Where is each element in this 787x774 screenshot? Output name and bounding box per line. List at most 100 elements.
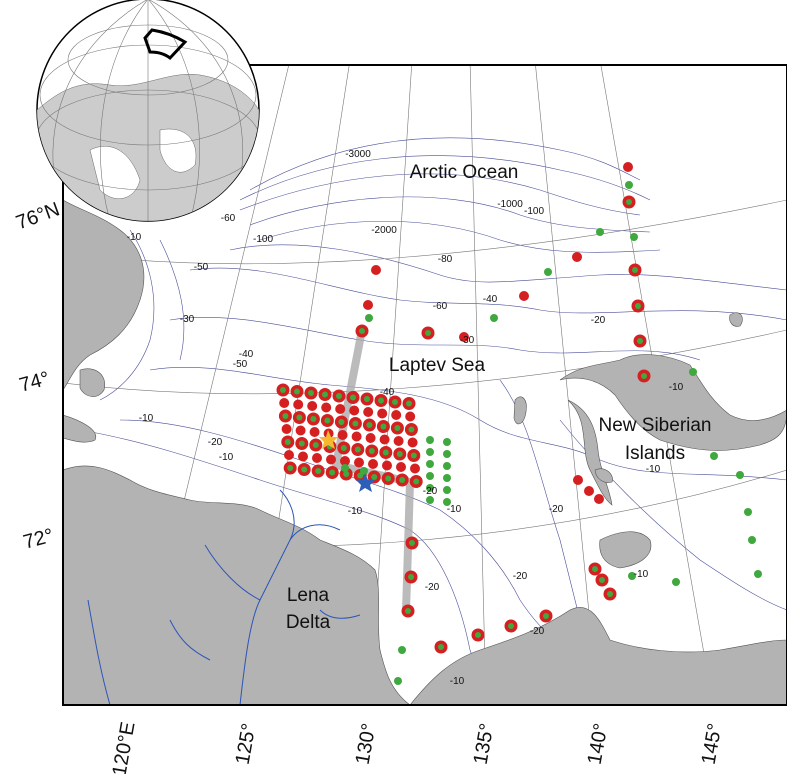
station-center [343, 471, 350, 477]
contour-label: -10 [646, 464, 661, 475]
station [443, 474, 451, 482]
contour-label: -40 [239, 349, 254, 360]
station [326, 454, 336, 465]
star-marker [319, 430, 338, 449]
station-center [405, 608, 411, 614]
station-center [385, 475, 392, 482]
station [594, 494, 604, 504]
station [584, 486, 594, 496]
star-marker [356, 473, 375, 492]
station-center [380, 423, 387, 430]
contour-label: -2000 [371, 225, 397, 236]
station-center [294, 388, 300, 395]
station-center [399, 477, 406, 483]
station [284, 450, 294, 460]
station-center [296, 414, 303, 421]
station [335, 404, 346, 414]
station [298, 451, 308, 462]
contour-label: -50 [233, 359, 248, 370]
station [365, 433, 376, 443]
station-center [308, 390, 314, 396]
station [572, 252, 582, 262]
contour-label: -10 [127, 232, 142, 243]
station [490, 314, 498, 322]
station [748, 536, 756, 544]
contour-label: -40 [380, 387, 395, 398]
station-center [312, 442, 319, 448]
contour-label: -10 [450, 676, 465, 687]
contour-label: -30 [180, 314, 195, 325]
region-label: Lena [287, 585, 330, 606]
station-center [350, 394, 356, 401]
station-center [392, 399, 398, 405]
station [363, 407, 374, 417]
contour-label: -10 [348, 506, 363, 517]
station [309, 427, 320, 437]
map-frame [62, 64, 787, 706]
station [426, 496, 434, 504]
station [410, 463, 420, 474]
station-center [282, 413, 289, 419]
station-center [425, 330, 431, 336]
stations [276, 162, 762, 685]
latitude-label: 74° [17, 368, 52, 397]
station-center [438, 644, 444, 650]
station-center [607, 591, 613, 597]
station-center [366, 422, 373, 428]
station [754, 570, 762, 578]
station-center [368, 448, 375, 454]
contour-label: -20 [549, 504, 564, 515]
station [394, 677, 402, 685]
contour-label: -10 [669, 382, 684, 393]
station-center [396, 451, 403, 457]
station [279, 398, 290, 408]
station-center [324, 417, 331, 424]
contour-label: -1000 [497, 199, 523, 210]
station [623, 162, 633, 172]
station [710, 452, 718, 460]
station [312, 453, 322, 463]
station-center [406, 400, 412, 407]
contour-label: -60 [433, 301, 448, 312]
contour-labels: -3000-2000-1000-100-100-80-60-60-50-50-4… [127, 149, 684, 687]
station [349, 405, 360, 416]
station [443, 498, 451, 506]
latitude-label: 72° [21, 525, 56, 554]
station [736, 471, 744, 479]
station [426, 472, 434, 480]
station-center [315, 468, 322, 474]
station-center [352, 420, 359, 427]
station-center [592, 566, 598, 572]
station [628, 572, 636, 580]
station-center [340, 445, 347, 451]
contour-label: -10 [634, 569, 649, 580]
longitude-labels: 120°E 125° 130° 135° 140° 145° [109, 720, 727, 774]
station [672, 578, 680, 586]
contour-label: -20 [208, 437, 223, 448]
station-center [413, 478, 420, 485]
station-center [338, 419, 345, 425]
contour-label: -80 [438, 254, 453, 265]
longitude-label: 145° [698, 722, 727, 767]
station-center [301, 466, 308, 473]
station-center [637, 338, 643, 344]
station-center [378, 397, 384, 404]
station [426, 484, 434, 492]
contour-label: -10 [139, 413, 154, 424]
station [365, 314, 373, 322]
station-center [475, 632, 481, 638]
station [371, 265, 381, 275]
station-center [508, 623, 514, 629]
station-center [626, 199, 632, 205]
station-center [329, 469, 336, 476]
station-center [408, 426, 415, 433]
station-center [408, 574, 414, 580]
station [321, 402, 332, 413]
station-center [641, 373, 647, 379]
contour-label: -10 [447, 504, 462, 515]
station-center [364, 396, 370, 402]
station [377, 408, 388, 419]
contour-label: -3000 [345, 149, 371, 160]
station-center [284, 439, 291, 445]
longitude-label: 120°E [109, 720, 140, 774]
